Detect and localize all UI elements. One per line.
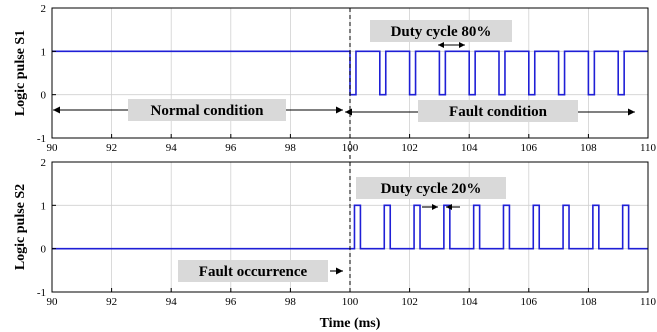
x-tick-label: 92 bbox=[106, 296, 117, 308]
duty-arrow-s1 bbox=[438, 42, 465, 48]
x-tick-label: 104 bbox=[461, 142, 478, 154]
x-tick-label: 106 bbox=[521, 142, 538, 154]
x-tick-label: 110 bbox=[640, 296, 657, 308]
duty-arrow-s2 bbox=[422, 204, 460, 210]
x-tick-label: 96 bbox=[225, 296, 237, 308]
duty-label-box-s1 bbox=[370, 20, 512, 42]
fault-occurrence-box bbox=[178, 260, 328, 282]
x-tick-label: 94 bbox=[166, 142, 178, 154]
x-tick-label: 98 bbox=[285, 142, 297, 154]
x-tick-label: 94 bbox=[166, 296, 178, 308]
x-tick-label: 106 bbox=[521, 296, 538, 308]
x-tick-label: 90 bbox=[47, 296, 59, 308]
x-tick-label: 102 bbox=[401, 142, 418, 154]
normal-condition-box bbox=[128, 99, 286, 121]
fault-condition-box bbox=[418, 100, 578, 122]
subplot-s2: 90 92 94 96 98 100 102 104 106 108 110 -1 0 1 2 Logic … bbox=[13, 157, 657, 331]
x-axis-label: Time (ms) bbox=[320, 316, 381, 331]
series-s2 bbox=[52, 204, 648, 250]
duty-label-box-s2 bbox=[356, 177, 506, 199]
x-tick-label: 100 bbox=[342, 296, 359, 308]
fault-occurrence-label: Fault occurrence bbox=[199, 264, 308, 280]
x-tick-label: 90 bbox=[47, 142, 59, 154]
x-tick-label: 102 bbox=[401, 296, 418, 308]
y-axis-label-s1: Logic pulse S1 bbox=[13, 30, 28, 116]
y-tick-label: -1 bbox=[37, 133, 46, 145]
duty-cycle-label-s2: Duty cycle 20% bbox=[381, 181, 482, 197]
y-axis-label-s2: Logic pulse S2 bbox=[13, 184, 28, 270]
y-tick-label: 1 bbox=[41, 46, 47, 58]
x-tick-label: 108 bbox=[580, 296, 597, 308]
x-tick-label: 108 bbox=[580, 142, 597, 154]
x-tick-label: 98 bbox=[285, 296, 297, 308]
y-tick-label: 1 bbox=[41, 200, 47, 212]
signal-line bbox=[52, 204, 648, 250]
x-tick-label: 110 bbox=[640, 142, 657, 154]
y-tick-label: 0 bbox=[41, 90, 47, 102]
ticks-s2: 90 92 94 96 98 100 102 104 106 108 110 -1 0 1 2 bbox=[37, 157, 657, 308]
signal-line bbox=[52, 50, 648, 96]
fault-condition-label: Fault condition bbox=[449, 104, 548, 120]
series-s1 bbox=[52, 50, 648, 96]
duty-cycle-label-s1: Duty cycle 80% bbox=[391, 24, 492, 40]
x-tick-label: 92 bbox=[106, 142, 117, 154]
y-tick-label: 0 bbox=[41, 244, 47, 256]
x-tick-label: 104 bbox=[461, 296, 478, 308]
y-tick-label: 2 bbox=[41, 157, 47, 169]
normal-condition-label: Normal condition bbox=[151, 103, 265, 119]
x-tick-label: 96 bbox=[225, 142, 237, 154]
y-tick-label: -1 bbox=[37, 287, 46, 299]
fault-occurrence-arrow bbox=[330, 267, 343, 275]
y-tick-label: 2 bbox=[41, 3, 47, 15]
